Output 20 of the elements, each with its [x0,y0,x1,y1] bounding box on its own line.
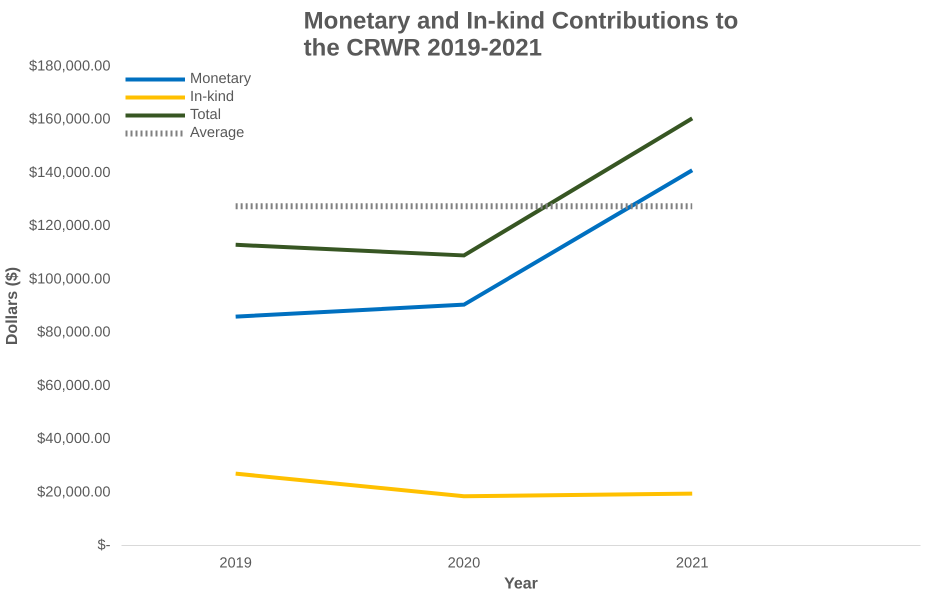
y-tick-label: $40,000.00 [37,431,111,448]
y-tick-label: $120,000.00 [28,218,111,234]
y-tick-label: $20,000.00 [37,484,111,500]
x-axis-title: Year [504,576,538,592]
x-tick-label: 2020 [448,556,480,572]
y-axis-title: Dollars ($) [4,266,21,346]
y-tick-label: $100,000.00 [28,271,111,288]
chart-title: Monetary and In-kind Contributions to the CRWR 2019-2021 [304,8,738,62]
y-tick-label: $140,000.00 [28,164,111,181]
y-tick-label: $60,000.00 [37,378,111,394]
legend-label: Total [190,106,221,124]
legend-label: Average [190,124,244,142]
y-tick-label: $80,000.00 [37,324,111,341]
legend-label: Monetary [190,70,252,88]
x-tick-label: 2019 [219,556,252,572]
y-tick-label: $180,000.00 [28,58,111,74]
legend-label: In-kind [190,88,234,106]
y-tick-label: $160,000.00 [28,112,111,128]
y-tick-label: $- [97,538,111,554]
x-tick-label: 2021 [676,556,709,572]
